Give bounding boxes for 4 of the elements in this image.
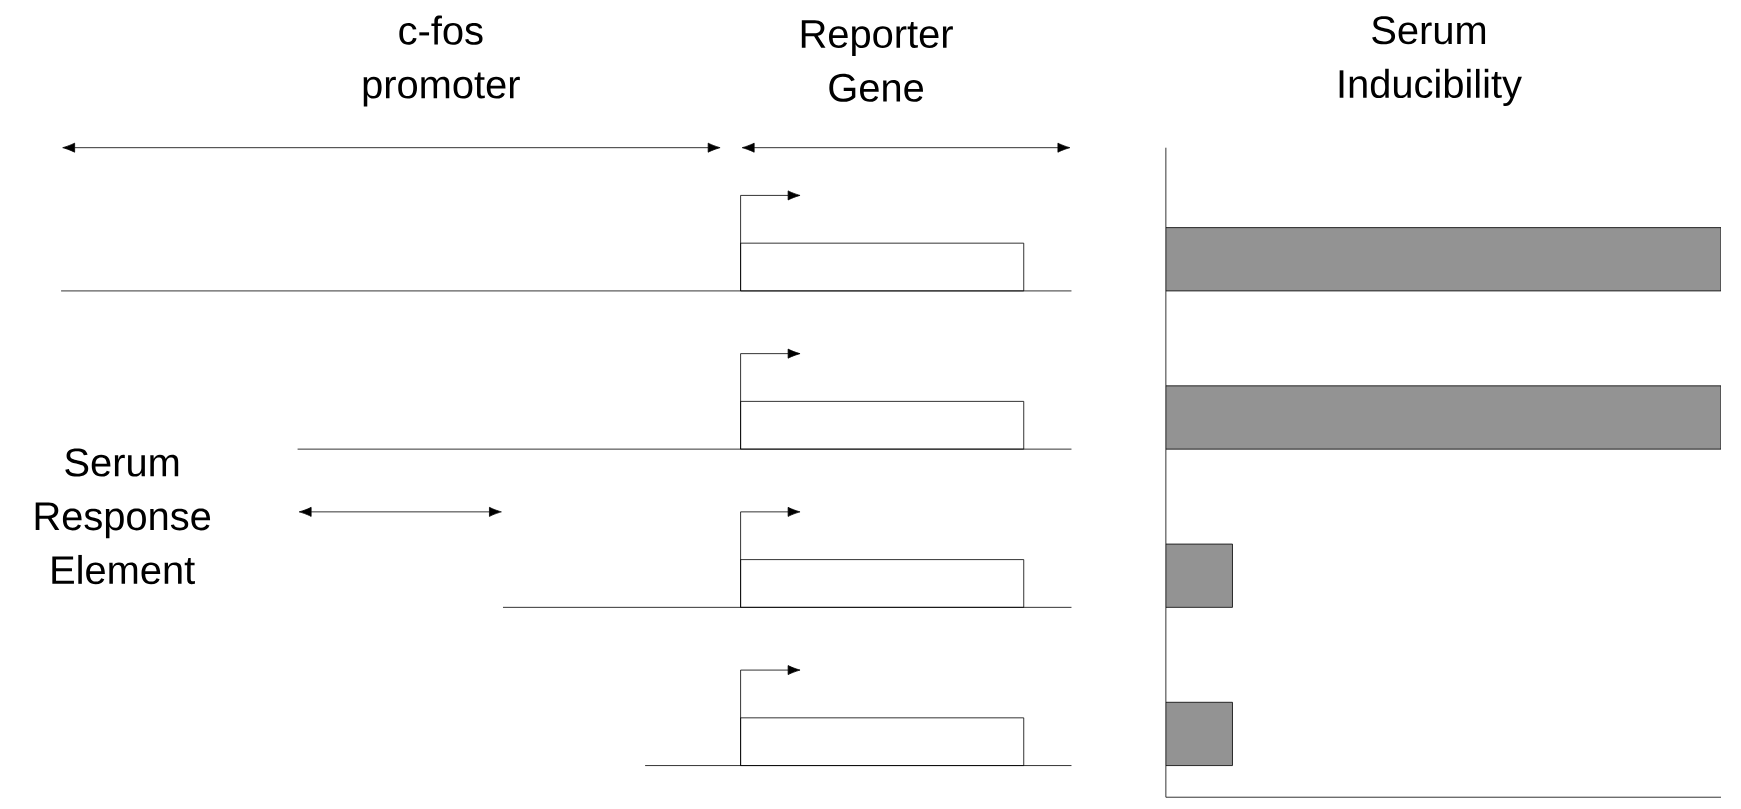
chart-title: Serum Inducibility: [1339, 15, 1522, 106]
text: c-fos promoter: [363, 15, 520, 107]
text: Reporter Gene: [801, 20, 953, 102]
text: Serum Response Element: [35, 448, 211, 584]
